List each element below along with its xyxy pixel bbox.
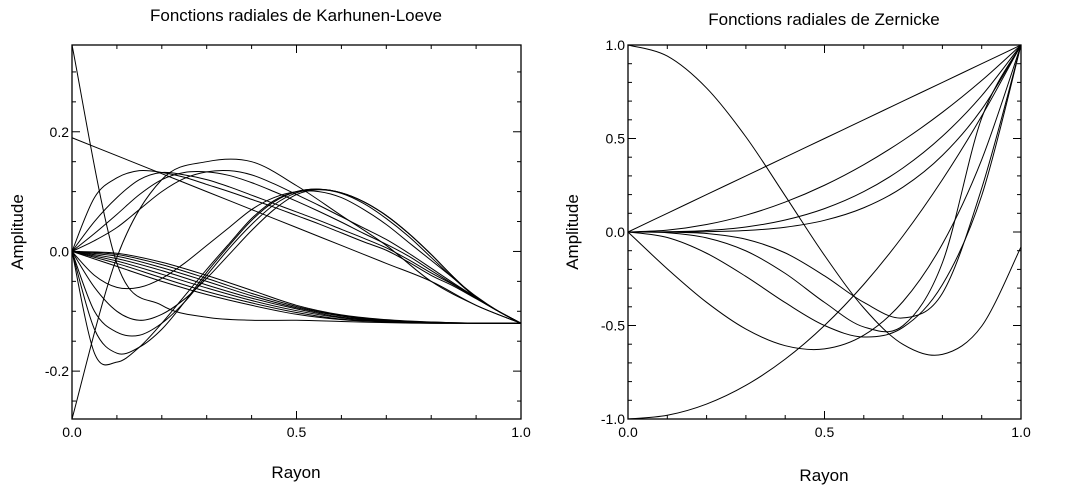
series-line-3 <box>627 44 1022 233</box>
plot-frame <box>627 44 1022 420</box>
series-line-8 <box>627 44 1022 338</box>
y-tick-label: 0.0 <box>50 243 70 259</box>
x-tick-label: 0.0 <box>62 424 82 440</box>
x-tick-label: 1.0 <box>511 424 531 440</box>
series-line-9 <box>71 189 522 324</box>
kl-curves <box>71 44 522 420</box>
plot-frame <box>71 44 522 420</box>
karhunen-loeve-chart: Fonctions radiales de Karhunen-Loeve 0.0… <box>8 6 531 482</box>
series-line-7 <box>627 44 1022 351</box>
chart-title: Fonctions radiales de Karhunen-Loeve <box>150 6 442 25</box>
series-line-7 <box>71 169 522 324</box>
series-line-1 <box>71 44 521 324</box>
x-axis-label: Rayon <box>799 466 848 485</box>
chart-title: Fonctions radiales de Zernicke <box>708 10 940 29</box>
x-tick-label: 1.0 <box>1011 424 1031 440</box>
series-line-1 <box>627 44 1022 356</box>
y-tick-label: -0.5 <box>601 318 625 334</box>
y-tick-label: -0.2 <box>45 363 69 379</box>
kl-tick-labels: 0.0 0.5 1.0 -0.2 0.0 0.2 <box>45 124 531 440</box>
x-tick-label: 0.0 <box>618 424 638 440</box>
y-axis-label: Amplitude <box>563 194 582 270</box>
series-line-12 <box>71 188 522 366</box>
kl-axis-ticks <box>71 45 522 419</box>
zernicke-chart: Fonctions radiales de Zernicke 0.0 0.5 1.0… <box>563 10 1031 485</box>
y-tick-label: 0.2 <box>50 124 70 140</box>
series-line-19 <box>71 250 521 324</box>
x-tick-label: 0.5 <box>815 424 835 440</box>
x-tick-label: 0.5 <box>287 424 307 440</box>
series-line-9 <box>627 44 1022 333</box>
y-tick-label: 0.0 <box>606 224 626 240</box>
series-line-6 <box>627 44 1022 233</box>
series-line-6 <box>71 170 522 324</box>
series-line-3 <box>71 137 522 324</box>
y-tick-label: -1.0 <box>601 411 625 427</box>
series-line-2 <box>71 158 522 420</box>
y-axis-label: Amplitude <box>8 194 27 270</box>
series-line-11 <box>71 188 522 355</box>
y-tick-label: 1.0 <box>606 37 626 53</box>
series-line-2 <box>627 44 1022 420</box>
series-line-5 <box>71 171 522 324</box>
series-line-5 <box>627 44 1022 233</box>
x-axis-label: Rayon <box>271 463 320 482</box>
zernicke-tick-labels: 0.0 0.5 1.0 -1.0 -0.5 0.0 0.5 1.0 <box>601 37 1031 440</box>
series-line-4 <box>627 44 1022 233</box>
series-line-10 <box>627 44 1022 319</box>
zernicke-curves <box>627 44 1022 420</box>
y-tick-label: 0.5 <box>606 131 626 147</box>
series-line-4 <box>71 169 522 324</box>
